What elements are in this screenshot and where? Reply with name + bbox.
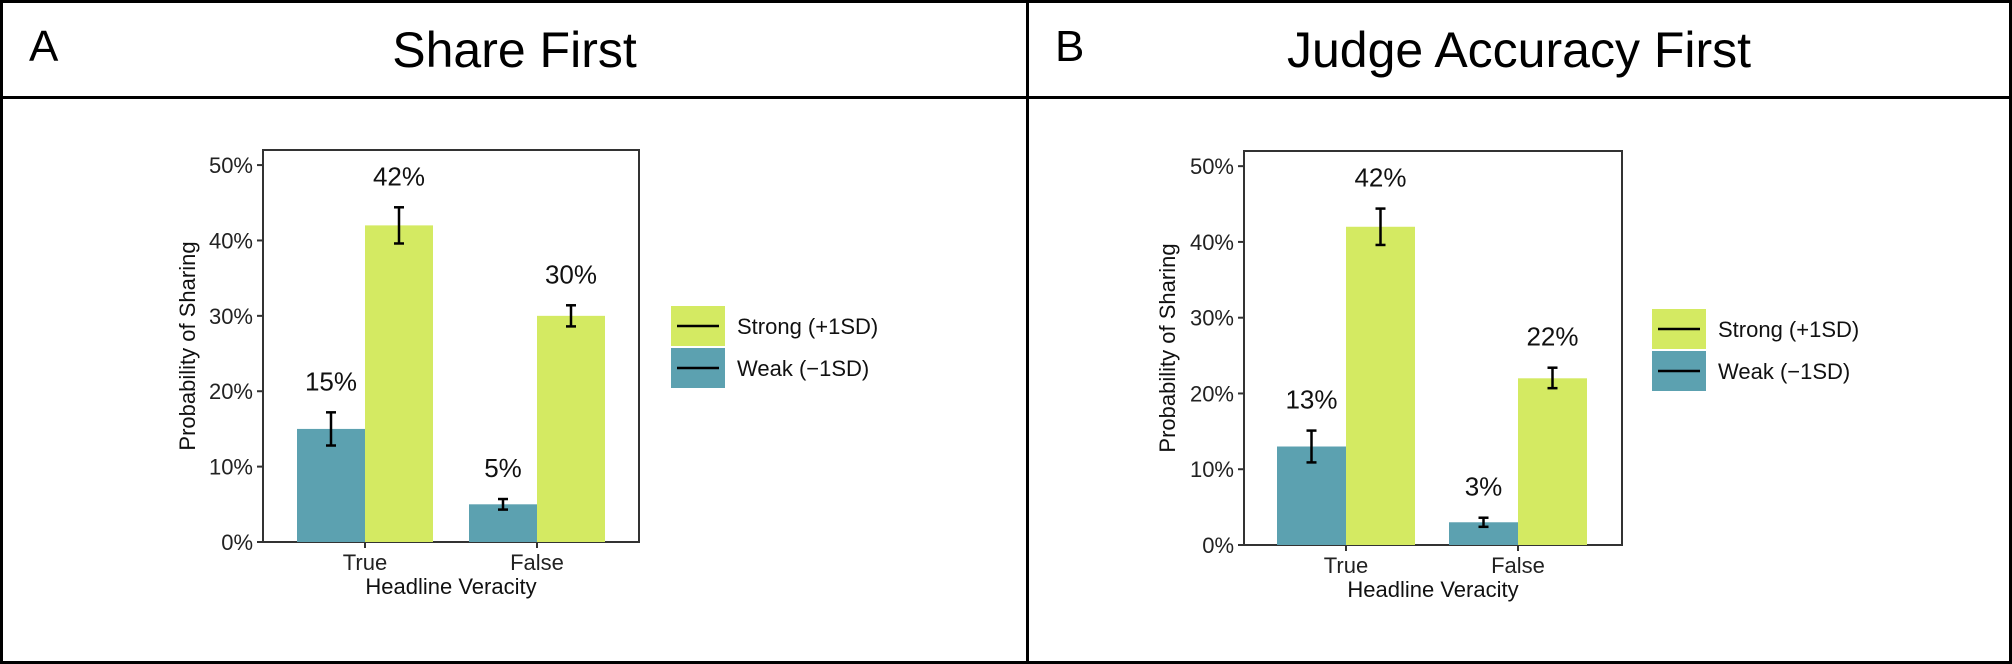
a-legend-label-weak: Weak (−1SD) (737, 356, 869, 381)
panel-b-letter: B (1055, 22, 1085, 71)
chart-a: 0% 10% 20% 30% 40% 50% 15% 42% True 5% 30% FalseHea… (175, 149, 878, 599)
a-bar-strong-true (365, 225, 433, 542)
b-data-label-weak-false: 3% (1465, 472, 1503, 502)
a-data-label-weak-true: 15% (305, 366, 357, 396)
a-y-tick-label: 0% (221, 530, 253, 555)
a-data-label-strong-false: 30% (545, 259, 597, 289)
a-plot-frame (262, 149, 640, 543)
panel-a-header: A Share First (3, 3, 1026, 99)
a-x-axis-label: Headline Veracity (365, 574, 536, 599)
a-y-tick-label: 30% (209, 304, 253, 329)
b-legend-label-strong: Strong (+1SD) (1718, 317, 1859, 342)
a-y-axis-label: Probability of Sharing (175, 241, 200, 450)
b-x-tick-label: True (1324, 553, 1368, 578)
panel-a-letter: A (29, 22, 59, 71)
panel-b-header: B Judge Accuracy First (1029, 3, 2009, 99)
panel-a: A Share First 0% 10% 20% 30% 40% 50% 15% 42% Tru… (0, 0, 1029, 664)
b-y-tick-label: 40% (1190, 230, 1234, 255)
b-bar-strong-true (1346, 226, 1415, 545)
b-bar-strong-false (1518, 378, 1587, 545)
a-legend-label-strong: Strong (+1SD) (737, 314, 878, 339)
a-data-label-strong-true: 42% (373, 161, 425, 191)
a-x-tick-label: True (343, 550, 387, 575)
a-x-tick-label: False (510, 550, 564, 575)
panel-a-title: Share First (392, 22, 637, 78)
a-bar-weak-true (297, 428, 365, 542)
b-data-label-strong-false: 22% (1526, 322, 1578, 352)
b-y-tick-label: 20% (1190, 381, 1234, 406)
a-y-tick-label: 20% (209, 379, 253, 404)
b-bar-weak-false (1449, 522, 1518, 545)
a-y-tick-label: 40% (209, 228, 253, 253)
b-data-label-strong-true: 42% (1354, 163, 1406, 193)
b-y-tick-label: 30% (1190, 306, 1234, 331)
b-y-tick-label: 10% (1190, 457, 1234, 482)
b-legend-label-weak: Weak (−1SD) (1718, 359, 1850, 384)
b-y-axis-label: Probability of Sharing (1155, 243, 1180, 452)
a-y-tick-label: 10% (209, 455, 253, 480)
a-data-label-weak-false: 5% (484, 453, 522, 483)
b-y-tick-label: 50% (1190, 154, 1234, 179)
panel-b-title: Judge Accuracy First (1286, 22, 1752, 78)
a-y-tick-label: 50% (209, 153, 253, 178)
b-plot-frame (1243, 150, 1623, 546)
chart-b: 0% 10% 20% 30% 40% 50% 13% 42% True 3% 22% FalseHea… (1155, 150, 1859, 602)
b-x-axis-label: Headline Veracity (1347, 577, 1518, 602)
b-y-tick-label: 0% (1202, 533, 1234, 558)
a-bar-strong-false (537, 315, 605, 542)
b-x-tick-label: False (1491, 553, 1545, 578)
b-data-label-weak-true: 13% (1285, 385, 1337, 415)
panel-b: B Judge Accuracy First 0% 10% 20% 30% 40% 50%… (1026, 0, 2012, 664)
